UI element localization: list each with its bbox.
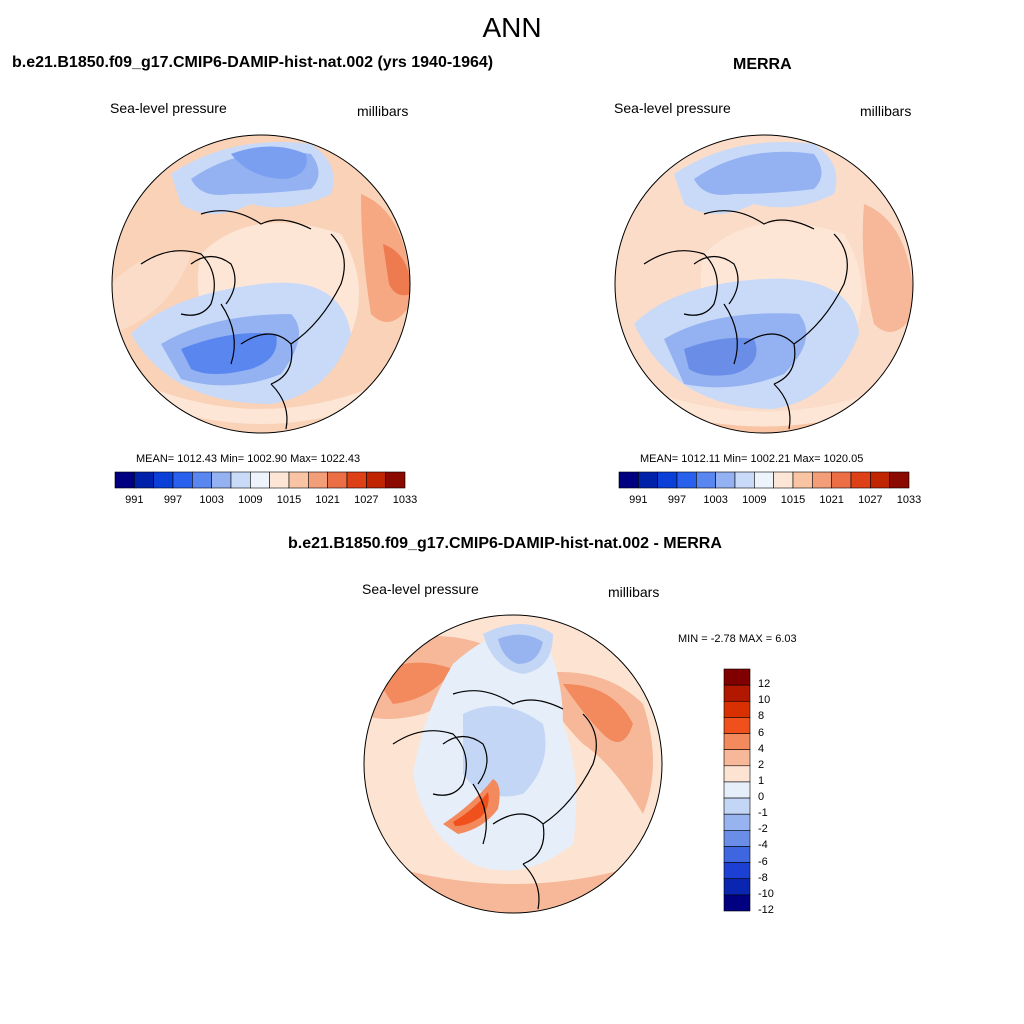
colorbar-swatch <box>723 733 751 750</box>
colorbar-swatch <box>723 781 751 799</box>
colorbar-swatch <box>211 471 232 489</box>
colorbar-swatch <box>889 471 910 489</box>
colorbar-swatch <box>288 471 309 489</box>
colorbar-tick-label: 991 <box>629 494 648 506</box>
colorbar-swatch <box>812 471 832 489</box>
colorbar-tick-label: 10 <box>758 694 771 707</box>
right-stats: MEAN= 1012.11 Min= 1002.21 Max= 1020.05 <box>640 453 864 465</box>
colorbar-tick-label: 1015 <box>780 494 806 506</box>
left-stats: MEAN= 1012.43 Min= 1002.90 Max= 1022.43 <box>136 453 361 465</box>
colorbar-swatch <box>723 894 751 912</box>
diff-units-label: millibars <box>608 584 660 600</box>
colorbar-swatch <box>638 471 658 489</box>
colorbar-tick-label: -10 <box>758 887 774 900</box>
colorbar-swatch <box>734 471 755 489</box>
colorbar-swatch <box>172 471 193 489</box>
left-polar-map <box>111 134 411 434</box>
colorbar-swatch <box>192 471 212 489</box>
colorbar-tick-label: 997 <box>667 494 687 506</box>
left-colorbar <box>114 471 406 489</box>
colorbar-tick-label: 6 <box>758 726 765 739</box>
colorbar-tick-label: 1027 <box>858 494 883 506</box>
colorbar-swatch <box>366 471 386 489</box>
colorbar-tick-label: -2 <box>758 823 768 836</box>
colorbar-tick-label: -4 <box>758 839 768 852</box>
colorbar-swatch <box>870 471 890 489</box>
colorbar-swatch <box>230 471 251 489</box>
colorbar-tick-label: -6 <box>758 855 768 868</box>
colorbar-swatch <box>385 471 406 489</box>
colorbar-swatch <box>723 878 751 896</box>
left-panel-title: b.e21.B1850.f09_g17.CMIP6-DAMIP-hist-nat… <box>12 54 494 71</box>
colorbar-swatch <box>792 471 813 489</box>
diff-variable-label: Sea-level pressure <box>362 581 479 597</box>
colorbar-tick-label: 1033 <box>896 494 922 506</box>
colorbar-tick-label: -8 <box>758 871 768 884</box>
colorbar-swatch <box>696 471 716 489</box>
colorbar-swatch <box>723 813 751 831</box>
colorbar-tick-label: 1009 <box>742 494 767 506</box>
colorbar-swatch <box>134 471 154 489</box>
right-panel-title: MERRA <box>733 56 792 73</box>
colorbar-swatch <box>723 668 751 686</box>
colorbar-swatch <box>723 717 751 734</box>
colorbar-swatch <box>715 471 736 489</box>
colorbar-swatch <box>773 471 794 489</box>
diff-polar-map <box>363 614 663 914</box>
colorbar-swatch <box>327 471 348 489</box>
colorbar-swatch <box>831 471 852 489</box>
colorbar-tick-label: 1 <box>758 774 765 787</box>
colorbar-tick-label: 991 <box>125 494 144 506</box>
colorbar-tick-label: 997 <box>163 494 183 506</box>
colorbar-swatch <box>723 862 751 880</box>
colorbar-swatch <box>723 700 751 718</box>
main-title: ANN <box>482 12 542 43</box>
colorbar-swatch <box>308 471 328 489</box>
left-variable-label: Sea-level pressure <box>110 100 227 116</box>
colorbar-swatch <box>250 471 270 489</box>
colorbar-tick-label: -12 <box>758 904 774 916</box>
colorbar-swatch <box>676 471 697 489</box>
colorbar-swatch <box>114 471 135 489</box>
colorbar-swatch <box>346 471 367 489</box>
colorbar-swatch <box>723 846 751 863</box>
colorbar-tick-label: 1009 <box>238 494 263 506</box>
colorbar-tick-label: 1033 <box>392 494 418 506</box>
colorbar-tick-label: 2 <box>758 758 765 771</box>
colorbar-swatch <box>153 471 174 489</box>
right-polar-map <box>614 134 914 434</box>
colorbar-swatch <box>754 471 774 489</box>
colorbar-tick-label: 1003 <box>199 494 224 506</box>
colorbar-tick-label: 1003 <box>703 494 728 506</box>
right-colorbar <box>618 471 910 489</box>
left-units-label: millibars <box>357 103 409 119</box>
colorbar-tick-label: 8 <box>758 710 765 723</box>
colorbar-swatch <box>723 797 751 815</box>
colorbar-tick-label: 0 <box>758 791 765 804</box>
colorbar-tick-label: 1027 <box>354 494 379 506</box>
colorbar-swatch <box>723 765 751 783</box>
colorbar-swatch <box>723 749 751 767</box>
diff-colorbar <box>723 668 751 912</box>
colorbar-tick-label: 1015 <box>276 494 302 506</box>
colorbar-tick-label: 12 <box>758 678 771 691</box>
colorbar-swatch <box>723 684 751 702</box>
right-variable-label: Sea-level pressure <box>614 100 731 116</box>
colorbar-tick-label: 4 <box>758 742 765 755</box>
colorbar-swatch <box>269 471 290 489</box>
colorbar-swatch <box>850 471 871 489</box>
colorbar-swatch <box>618 471 639 489</box>
colorbar-swatch <box>723 830 751 847</box>
colorbar-swatch <box>657 471 678 489</box>
right-units-label: millibars <box>860 103 912 119</box>
diff-panel-title: b.e21.B1850.f09_g17.CMIP6-DAMIP-hist-nat… <box>288 535 722 552</box>
diff-stats: MIN = -2.78 MAX = 6.03 <box>678 633 797 645</box>
colorbar-tick-label: -1 <box>758 807 768 820</box>
colorbar-tick-label: 1021 <box>819 494 844 506</box>
colorbar-tick-label: 1021 <box>315 494 340 506</box>
